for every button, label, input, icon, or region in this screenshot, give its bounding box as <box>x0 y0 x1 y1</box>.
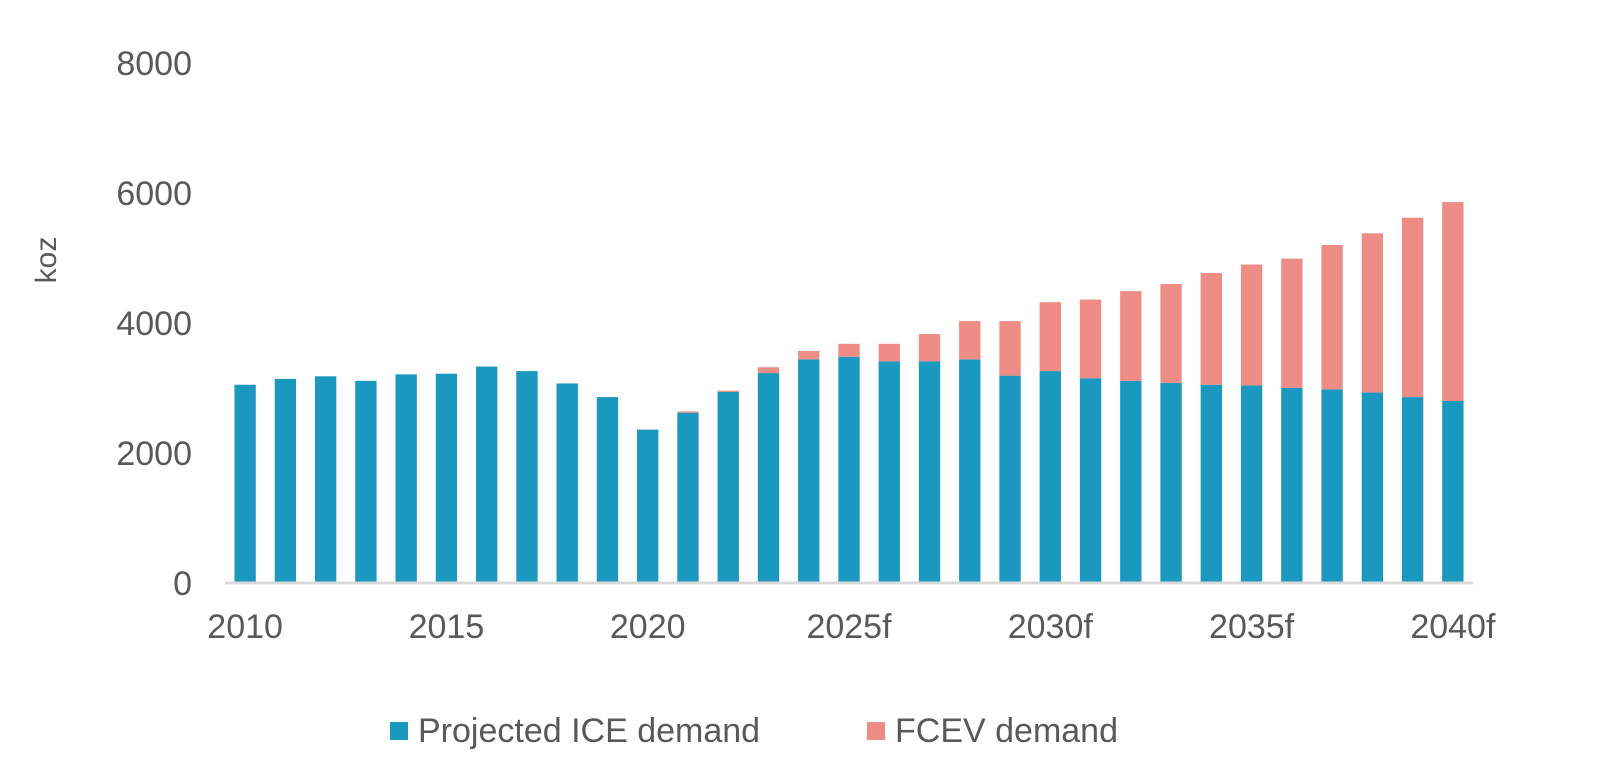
bar-projected-ice-demand-2037 <box>1321 389 1343 583</box>
bar-projected-ice-demand-2029 <box>999 375 1021 583</box>
x-tick-label: 2040f <box>1410 608 1496 646</box>
x-tick-label: 2020 <box>610 608 686 646</box>
bar-projected-ice-demand-2036 <box>1281 388 1303 583</box>
bar-projected-ice-demand-2019 <box>596 397 619 583</box>
bar-projected-ice-demand-2012 <box>314 376 337 583</box>
bar-projected-ice-demand-2027 <box>918 361 941 583</box>
bar-projected-ice-demand-2040f <box>1442 401 1464 583</box>
y-axis-tick-labels: 0 2000 4000 6000 8000 <box>116 45 192 603</box>
y-tick-label: 8000 <box>116 45 192 83</box>
bar-fcev-demand-2025f <box>838 343 860 357</box>
x-tick-label: 2015 <box>409 608 485 646</box>
bar-projected-ice-demand-2011 <box>274 378 297 583</box>
y-tick-label: 6000 <box>116 175 192 213</box>
bar-projected-ice-demand-2039 <box>1401 397 1424 583</box>
bar-projected-ice-demand-2032 <box>1120 380 1142 583</box>
bar-fcev-demand-2031 <box>1079 299 1102 379</box>
bar-series <box>234 202 1464 583</box>
bar-projected-ice-demand-2013 <box>355 380 377 583</box>
y-tick-label: 2000 <box>116 435 192 473</box>
bar-projected-ice-demand-2016 <box>476 366 498 583</box>
bar-projected-ice-demand-2031 <box>1079 378 1102 583</box>
bar-projected-ice-demand-2015 <box>435 373 458 583</box>
bar-projected-ice-demand-2030f <box>1039 371 1061 583</box>
bar-fcev-demand-2030f <box>1039 302 1061 372</box>
bar-fcev-demand-2033 <box>1160 284 1182 383</box>
y-tick-label: 0 <box>173 565 192 603</box>
bar-fcev-demand-2034 <box>1200 272 1222 385</box>
bar-fcev-demand-2024 <box>798 350 820 360</box>
legend-label-fcev: FCEV demand <box>895 712 1118 750</box>
bar-fcev-demand-2027 <box>918 334 941 362</box>
bar-projected-ice-demand-2025f <box>838 356 860 583</box>
bar-fcev-demand-2022 <box>717 390 739 392</box>
x-tick-label: 2035f <box>1209 608 1295 646</box>
bar-fcev-demand-2036 <box>1281 258 1303 388</box>
bar-fcev-demand-2026 <box>878 343 900 362</box>
legend: Projected ICE demand FCEV demand <box>390 712 1118 750</box>
y-tick-label: 4000 <box>116 305 192 343</box>
bar-projected-ice-demand-2035f <box>1240 385 1263 583</box>
bar-fcev-demand-2021 <box>677 411 699 413</box>
bar-projected-ice-demand-2028 <box>959 359 981 583</box>
bar-fcev-demand-2039 <box>1401 217 1424 398</box>
bar-fcev-demand-2023 <box>757 367 780 374</box>
bar-fcev-demand-2028 <box>959 321 981 360</box>
bar-fcev-demand-2035f <box>1240 264 1263 386</box>
bar-projected-ice-demand-2024 <box>798 359 820 583</box>
bar-projected-ice-demand-2034 <box>1200 384 1222 583</box>
x-tick-label: 2030f <box>1008 608 1094 646</box>
legend-label-ice: Projected ICE demand <box>418 712 760 750</box>
legend-swatch-fcev <box>867 722 885 740</box>
y-axis-title: koz <box>30 237 63 284</box>
bar-projected-ice-demand-2014 <box>395 374 417 583</box>
bar-fcev-demand-2038 <box>1361 233 1384 393</box>
bar-projected-ice-demand-2033 <box>1160 382 1182 583</box>
bar-fcev-demand-2040f <box>1442 202 1464 401</box>
bar-fcev-demand-2037 <box>1321 245 1343 390</box>
bar-projected-ice-demand-2017 <box>516 371 538 583</box>
bar-projected-ice-demand-2026 <box>878 361 900 583</box>
bar-fcev-demand-2032 <box>1120 291 1142 381</box>
x-axis-tick-labels: 2010 2015 2020 2025f 2030f 2035f 2040f <box>207 608 1496 646</box>
bar-fcev-demand-2029 <box>999 321 1021 376</box>
bar-projected-ice-demand-2010 <box>234 384 256 583</box>
x-tick-label: 2010 <box>207 608 283 646</box>
bar-projected-ice-demand-2022 <box>717 391 739 583</box>
bar-projected-ice-demand-2018 <box>556 383 578 583</box>
bar-projected-ice-demand-2023 <box>757 373 780 583</box>
legend-swatch-ice <box>390 722 408 740</box>
x-tick-label: 2025f <box>806 608 892 646</box>
bar-projected-ice-demand-2020 <box>637 429 659 583</box>
bar-projected-ice-demand-2038 <box>1361 392 1384 583</box>
bar-projected-ice-demand-2021 <box>677 412 699 583</box>
